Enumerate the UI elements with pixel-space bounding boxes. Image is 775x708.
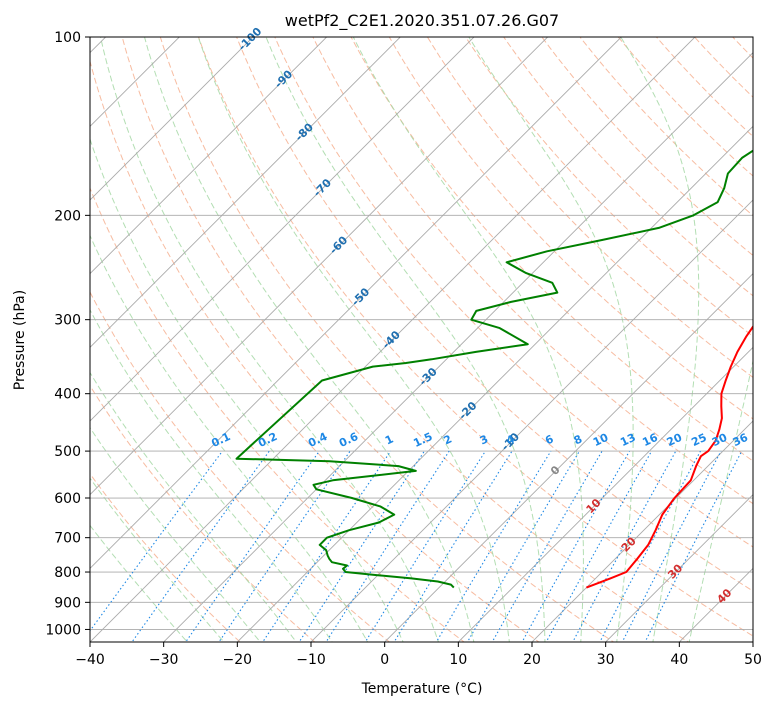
mixing-ratio-label: 36 <box>731 431 751 449</box>
y-tick-label: 100 <box>54 30 81 46</box>
x-tick-label: −20 <box>223 652 253 668</box>
mixing-ratio-line <box>262 450 392 642</box>
x-axis-label: Temperature (°C) <box>361 681 483 697</box>
mixing-ratio-label: 16 <box>640 431 660 449</box>
y-tick-label: 200 <box>54 208 81 224</box>
y-tick-label: 500 <box>54 444 81 460</box>
isotherm-line <box>90 37 622 569</box>
dry-adiabat-line <box>90 291 391 642</box>
x-tick-label: −10 <box>296 652 326 668</box>
y-tick-label: 900 <box>54 595 81 611</box>
temperature-profile-line <box>586 324 753 589</box>
moist-adiabat-line <box>90 524 188 642</box>
x-tick-label: 30 <box>597 652 615 668</box>
dry-adiabat-line <box>159 37 690 642</box>
x-tick-label: −30 <box>149 652 179 668</box>
dry-adiabat-line <box>121 37 615 642</box>
y-tick-label: 1000 <box>45 622 81 638</box>
x-tick-label: 50 <box>744 652 762 668</box>
isotherm-line <box>90 37 254 201</box>
mixing-ratio-line <box>131 450 270 642</box>
x-tick-label: 0 <box>380 652 389 668</box>
mixing-ratio-line <box>218 450 351 642</box>
mixing-ratio-line <box>185 450 320 642</box>
isotherm-line <box>90 37 328 275</box>
mixing-ratio-label: 10 <box>591 431 611 449</box>
mixing-ratio-line <box>545 450 653 642</box>
isotherm-line <box>90 37 696 642</box>
pressure-grid <box>90 37 753 630</box>
x-axis-ticks: −40 −30 −20 −10 0 10 20 30 40 50 <box>75 642 762 668</box>
isotherm-line <box>90 37 549 496</box>
isotherm-line <box>90 37 401 348</box>
sounding-series <box>235 149 753 589</box>
mixing-ratio-label: 25 <box>689 431 708 449</box>
isotherm-line <box>384 273 753 642</box>
mixing-ratio-line <box>325 450 450 642</box>
y-tick-label: 800 <box>54 565 81 581</box>
isotherm-grid <box>90 37 753 642</box>
x-tick-label: 20 <box>523 652 541 668</box>
dry-adiabat-line <box>90 59 540 642</box>
isotherm-line <box>605 494 753 642</box>
y-tick-label: 700 <box>54 531 81 547</box>
dry-adiabat-line <box>90 472 241 642</box>
mixing-ratio-lines <box>90 450 743 642</box>
mixing-ratio-label: 13 <box>618 431 637 449</box>
y-axis-ticks: 100 200 300 400 500 600 700 800 900 1000 <box>45 30 90 638</box>
isotherm-line <box>90 37 180 127</box>
x-tick-label: −40 <box>75 652 105 668</box>
mixing-ratio-line <box>298 450 425 642</box>
dry-adiabat-line <box>617 37 753 177</box>
mixing-ratio-label: 20 <box>665 431 685 449</box>
dry-adiabat-line <box>90 186 465 642</box>
mixing-ratio-line <box>491 450 603 642</box>
mixing-ratio-line <box>644 450 743 642</box>
dewpoint-profile-line <box>235 149 753 589</box>
isotherm-line <box>457 346 753 642</box>
plot-area <box>90 37 753 642</box>
mixing-ratio-label: 30 <box>710 431 730 449</box>
x-tick-label: 40 <box>670 652 688 668</box>
dry-adiabat-line <box>236 37 753 592</box>
y-tick-label: 300 <box>54 313 81 329</box>
chart-title: wetPf2_C2E1.2020.351.07.26.G07 <box>285 11 559 31</box>
isotherm-line <box>531 420 753 642</box>
plot-frame <box>89 36 754 643</box>
x-tick-label: 10 <box>449 652 467 668</box>
isotherm-line <box>236 125 753 642</box>
isotherm-line <box>90 37 475 422</box>
dry-adiabat-line <box>198 37 753 637</box>
y-tick-label: 600 <box>54 491 81 507</box>
mixing-ratio-line <box>435 450 552 642</box>
isotherm-line <box>163 52 753 642</box>
dry-adiabat-line <box>274 37 753 548</box>
y-axis-label: Pressure (hPa) <box>12 290 28 390</box>
mixing-ratio-line <box>466 450 580 642</box>
y-tick-label: 400 <box>54 387 81 403</box>
isotherm-line <box>310 199 753 642</box>
